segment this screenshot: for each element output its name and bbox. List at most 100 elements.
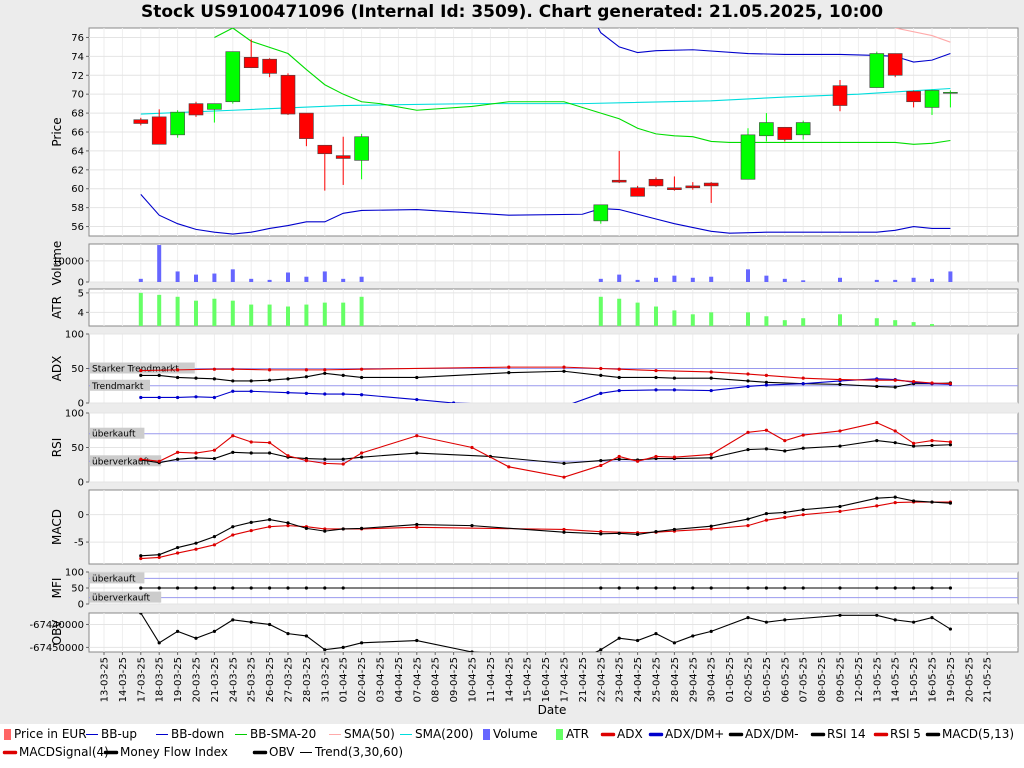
dm-minus-line-point	[286, 377, 290, 381]
price-y-tick-label: 70	[71, 90, 84, 101]
dm-plus-line-point	[617, 388, 621, 393]
zone-label: überkauft	[92, 430, 136, 440]
candle-body	[225, 51, 241, 103]
mfi-line-point	[304, 586, 308, 590]
x-tick-label: 30-04-25	[707, 657, 718, 702]
rsi14-line-point	[801, 446, 805, 450]
legend-swatch	[400, 733, 412, 736]
candle-body	[280, 74, 296, 115]
volume-bar	[764, 275, 769, 282]
legend-label: MACD(5,13)	[942, 727, 1015, 741]
legend: Price in EUR BB-up BB-down BB-SMA-20 SMA(50)…	[0, 724, 1024, 768]
rsi5-line-point	[268, 441, 272, 445]
macd-line-point	[360, 526, 364, 530]
macd-line-point	[415, 522, 419, 527]
dm-plus-line-point	[341, 392, 345, 396]
mfi-line-point	[212, 586, 216, 590]
dm-minus-line-point	[157, 373, 161, 377]
rsi5-line-point	[654, 454, 658, 459]
rsi5-line-point	[709, 452, 713, 456]
chart-title: Stock US9100471096 (Internal Id: 3509). …	[140, 2, 884, 22]
atr-bar	[672, 310, 677, 326]
macd-signal-line-point	[323, 527, 327, 531]
x-tick-label: 29-04-25	[688, 657, 699, 702]
dm-plus-line-point	[323, 392, 327, 396]
rsi-y-tick-label: 0	[78, 478, 84, 489]
legend-item: MACD(5,13)	[927, 727, 1014, 741]
atr-y-tick-label: 5	[78, 288, 84, 299]
rsi5-line-point	[286, 454, 290, 458]
atr-bar	[874, 318, 879, 326]
rsi5-line-point	[231, 434, 235, 438]
price-y-tick-label: 56	[71, 222, 84, 233]
legend-label: ADX/DM+	[665, 727, 725, 741]
zone-label: überverkauft	[92, 594, 151, 604]
obv-line-point	[672, 641, 677, 645]
rsi5-line-point	[672, 455, 677, 459]
candle-body	[611, 179, 627, 183]
mfi-line-point	[654, 586, 658, 590]
macd-line-point	[212, 534, 216, 539]
macd-line-point	[746, 517, 750, 521]
obv-line-point	[341, 645, 345, 650]
x-tick-label: 28-03-25	[302, 657, 313, 702]
dm-minus-line-point	[360, 375, 364, 380]
dm-minus-line-point	[139, 373, 143, 377]
atr-bar	[838, 314, 842, 326]
legend-label: MACDSignal(4)	[19, 745, 109, 759]
rsi14-line-point	[360, 455, 364, 459]
rsi5-line-point	[323, 461, 327, 465]
macd-line-point	[139, 554, 143, 558]
dm-plus-line-point	[249, 389, 253, 393]
dm-minus-line-point	[268, 378, 272, 382]
obv-line-point	[948, 627, 953, 631]
x-tick-label: 19-03-25	[173, 657, 184, 702]
x-tick-label: 02-05-25	[744, 657, 755, 702]
macd-signal-line-point	[838, 509, 842, 513]
legend-swatch	[875, 733, 887, 736]
legend-swatch	[650, 733, 662, 736]
mfi-line-point	[912, 586, 916, 590]
adx-line-point	[709, 370, 713, 374]
rsi5-line-point	[930, 439, 934, 443]
rsi-y-tick-label: 50	[71, 443, 84, 454]
obv-line-point	[323, 648, 327, 652]
rsi14-line-point	[783, 449, 787, 453]
atr-bar	[267, 304, 272, 326]
volume-bar	[322, 271, 327, 282]
obv-line-point	[599, 648, 603, 652]
macd-line-point	[948, 501, 953, 505]
volume-bar	[194, 274, 198, 282]
macd-line-point	[194, 541, 198, 545]
rsi14-line-point	[323, 457, 327, 461]
x-axis-label: Date	[538, 703, 567, 717]
rsi-y-label: RSI	[50, 438, 64, 458]
candle-body	[188, 103, 204, 116]
obv-line	[140, 613, 951, 652]
legend-label: BB-up	[101, 727, 138, 741]
zone-label-bg	[90, 427, 145, 439]
zone-label-bg	[90, 455, 162, 467]
mfi-line-point	[801, 586, 805, 590]
price-y-tick-label: 66	[71, 128, 84, 139]
rsi5-line-point	[194, 451, 198, 455]
legend-item: RSI 5	[875, 727, 921, 741]
dm-minus-line-point	[212, 377, 216, 381]
mfi-line-point	[709, 586, 713, 590]
rsi5-line-point	[912, 441, 916, 445]
macd-signal-line-point	[893, 501, 897, 505]
obv-line-point	[286, 632, 290, 636]
legend-label: OBV	[269, 745, 295, 759]
candle-body	[593, 204, 609, 222]
volume-bar	[617, 274, 622, 282]
adx-line-point	[930, 381, 934, 385]
legend-item: ADX/DM-	[730, 727, 799, 741]
legend-label: SMA(200)	[415, 727, 474, 741]
dm-minus-line-point	[304, 375, 308, 379]
dm-minus-line-point	[562, 369, 566, 373]
mfi-line-point	[323, 586, 327, 590]
adx-line-point	[764, 373, 769, 377]
dm-plus-line-point	[746, 384, 750, 389]
x-tick-label: 15-04-25	[523, 657, 534, 702]
